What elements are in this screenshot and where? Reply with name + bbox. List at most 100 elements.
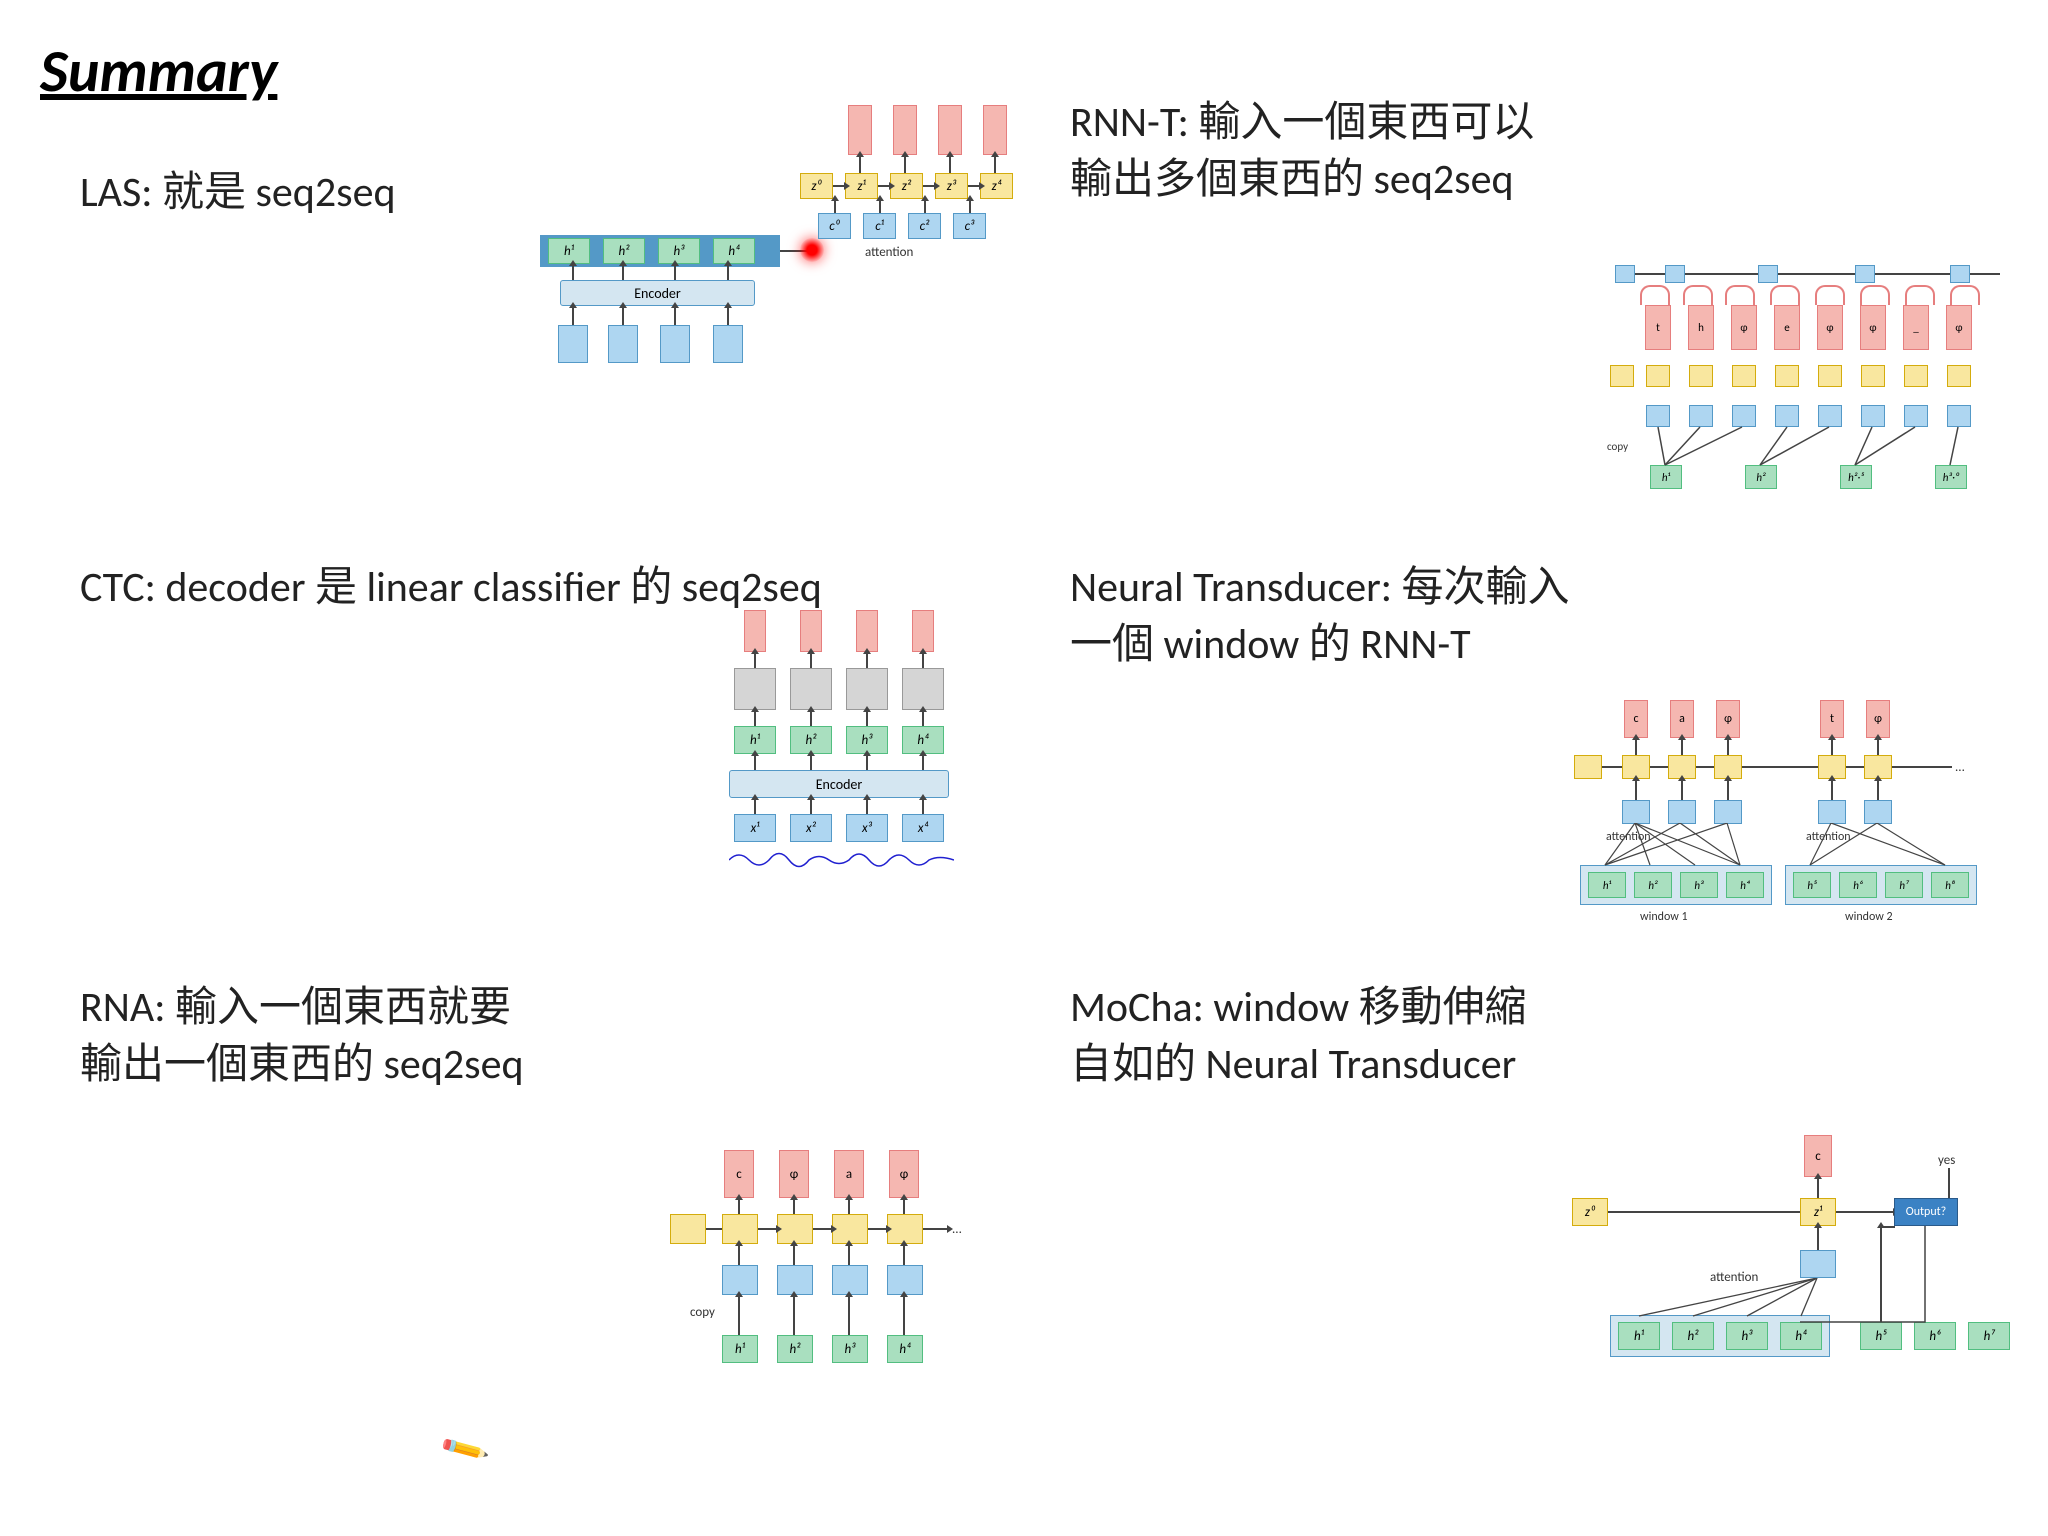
arrow bbox=[1831, 739, 1833, 755]
attention-label: attention bbox=[865, 245, 913, 260]
arrow bbox=[949, 156, 951, 173]
h-box: h¹ bbox=[1588, 872, 1626, 898]
h-box: h⁴ bbox=[1780, 1322, 1822, 1350]
waveform-icon bbox=[729, 845, 954, 875]
out-box bbox=[800, 610, 822, 652]
rna-text-l1: RNA: 輸入一個東西就要 bbox=[80, 980, 1010, 1037]
arrow bbox=[924, 200, 926, 213]
line bbox=[1778, 273, 1855, 275]
arrow bbox=[674, 307, 676, 325]
arrow bbox=[810, 653, 812, 668]
arrow bbox=[1877, 739, 1879, 755]
x-box bbox=[713, 325, 743, 363]
fan-arrows bbox=[1610, 1278, 1830, 1318]
z-box bbox=[1947, 365, 1971, 387]
arrow bbox=[904, 156, 906, 173]
arrow bbox=[674, 265, 676, 280]
arrow bbox=[810, 755, 812, 770]
out-box: t bbox=[1820, 700, 1844, 738]
arrow bbox=[754, 653, 756, 668]
window-label: window 2 bbox=[1845, 910, 1893, 924]
yes-label: yes bbox=[1938, 1153, 1955, 1168]
dots: ... bbox=[1955, 760, 1965, 775]
out-box: φ bbox=[1716, 700, 1740, 738]
line bbox=[1608, 1211, 1800, 1213]
z-box bbox=[1646, 365, 1670, 387]
arrow bbox=[727, 307, 729, 325]
c-box bbox=[1775, 405, 1799, 427]
h-box: h⁸ bbox=[1931, 872, 1969, 898]
arrow bbox=[572, 307, 574, 325]
h-box: h⁵ bbox=[1793, 872, 1831, 898]
x-box bbox=[608, 325, 638, 363]
mocha-text-l1: MoCha: window 移動伸縮 bbox=[1070, 980, 2020, 1037]
arrow bbox=[793, 1245, 795, 1265]
section-rnnt: RNN-T: 輸入一個東西可以 輸出多個東西的 seq2seq t h φ e … bbox=[1070, 95, 2020, 208]
c-box: c⁰ bbox=[818, 213, 851, 239]
h-box: h¹ bbox=[1618, 1322, 1660, 1350]
x-box: x⁴ bbox=[902, 814, 944, 842]
z-box: z⁰ bbox=[800, 173, 833, 199]
arrow bbox=[622, 265, 624, 280]
rnnt-diagram: t h φ e φ φ _ φ copy h¹ h² h²·⁵ h³·⁰ bbox=[1610, 265, 2020, 545]
curve bbox=[1905, 285, 1935, 305]
out-box bbox=[893, 105, 917, 155]
h-box: h¹ bbox=[1650, 465, 1682, 489]
arrow bbox=[1635, 739, 1637, 755]
out-box: φ bbox=[1866, 700, 1890, 738]
z-box: z⁰ bbox=[1572, 1198, 1608, 1226]
section-mocha: MoCha: window 移動伸縮 自如的 Neural Transducer… bbox=[1070, 980, 2020, 1093]
curve bbox=[1725, 285, 1755, 305]
arrow bbox=[866, 653, 868, 668]
rnnt-text-l2: 輸出多個東西的 seq2seq bbox=[1070, 152, 2020, 209]
las-diagram: h¹ h² h³ h⁴ Encoder c⁰ c¹ c² c³ attentio… bbox=[460, 85, 1020, 455]
fan-arrows bbox=[1580, 823, 1980, 867]
arrow bbox=[848, 1296, 850, 1335]
arrow bbox=[1727, 780, 1729, 800]
dots: ... bbox=[952, 1222, 962, 1237]
copy-label: copy bbox=[1607, 440, 1628, 453]
top-box bbox=[1758, 265, 1778, 283]
arrow bbox=[903, 1296, 905, 1335]
c-box bbox=[1864, 800, 1892, 824]
out-box bbox=[744, 610, 766, 652]
h-box: h³ bbox=[1726, 1322, 1768, 1350]
page-title: Summary bbox=[40, 35, 277, 108]
h-box: h²·⁵ bbox=[1840, 465, 1872, 489]
arrow bbox=[834, 200, 836, 213]
out-box: c bbox=[724, 1150, 754, 1198]
arrow bbox=[727, 265, 729, 280]
arrow bbox=[1836, 1211, 1894, 1213]
ctc-diagram: h¹ h² h³ h⁴ Encoder x¹ x² x³ x⁴ bbox=[724, 610, 1014, 940]
arrow bbox=[868, 1228, 887, 1230]
arrow bbox=[903, 1199, 905, 1214]
arrow bbox=[1817, 1178, 1819, 1198]
window-label: window 1 bbox=[1640, 910, 1688, 924]
arrow bbox=[866, 755, 868, 770]
z-box bbox=[1610, 365, 1634, 387]
arrow bbox=[810, 799, 812, 814]
arrow bbox=[879, 200, 881, 213]
z-box bbox=[1689, 365, 1713, 387]
curve bbox=[1640, 285, 1670, 305]
top-box bbox=[1950, 265, 1970, 283]
c-box bbox=[1818, 800, 1846, 824]
c-box bbox=[1947, 405, 1971, 427]
out-box: a bbox=[834, 1150, 864, 1198]
out-box: φ bbox=[1731, 305, 1757, 350]
arrow bbox=[1635, 780, 1637, 800]
c-box bbox=[1818, 405, 1842, 427]
arrow bbox=[758, 1228, 777, 1230]
section-nt: Neural Transducer: 每次輸入 一個 window 的 RNN-… bbox=[1070, 560, 2020, 673]
out-box: t bbox=[1645, 305, 1671, 350]
out-box bbox=[848, 105, 872, 155]
nt-text-l1: Neural Transducer: 每次輸入 bbox=[1070, 560, 2020, 617]
line bbox=[1875, 273, 1950, 275]
c-box bbox=[1622, 800, 1650, 824]
arrow bbox=[738, 1245, 740, 1265]
out-box: c bbox=[1624, 700, 1648, 738]
arrow bbox=[968, 185, 980, 187]
pointer-dot bbox=[800, 238, 824, 262]
out-box: c bbox=[1804, 1135, 1832, 1177]
h-box: h⁴ bbox=[713, 238, 755, 264]
